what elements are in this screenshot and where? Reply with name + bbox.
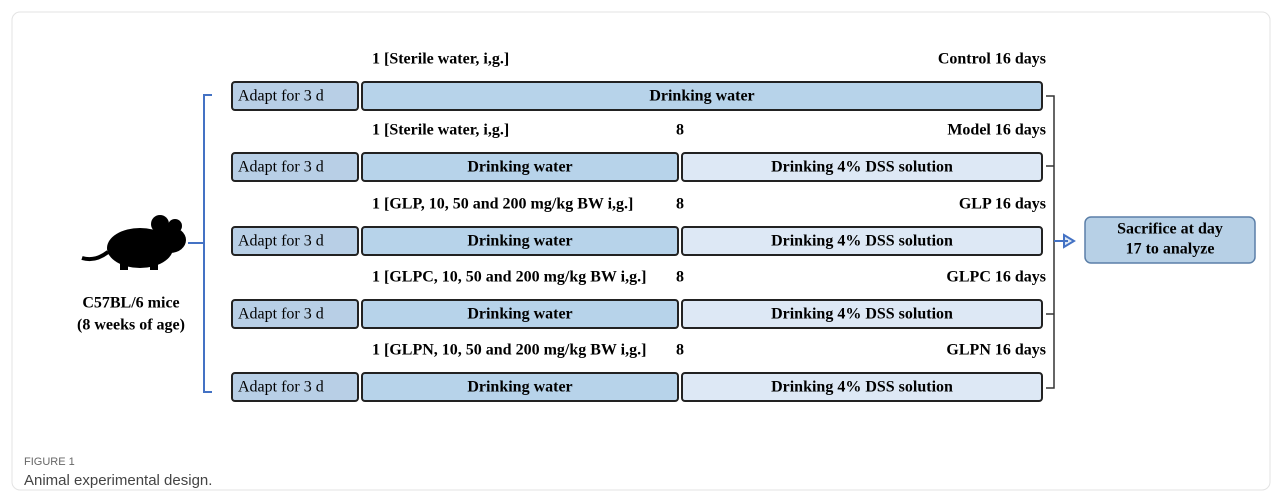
figure-frame [11,11,1271,491]
segment [361,299,679,329]
segment-label: Adapt for 3 d [238,159,324,176]
segment-label: Drinking water [467,233,572,250]
segment-label: Drinking water [649,88,754,105]
end-label: GLPC 16 days [946,269,1046,286]
outcome-label: 17 to analyze [1126,241,1215,258]
segment-label: Drinking 4% DSS solution [771,233,953,250]
segment [681,299,1043,329]
segment [361,372,679,402]
arrow [1054,233,1076,249]
day-marker: 8 [676,196,684,213]
segment-label: Drinking 4% DSS solution [771,379,953,396]
day-marker: 8 [676,122,684,139]
segment [681,226,1043,256]
start-label: 1 [GLPC, 10, 50 and 200 mg/kg BW i,g.] [372,269,646,286]
segment [681,372,1043,402]
segment [361,81,1043,111]
segment-label: Adapt for 3 d [238,306,324,323]
segment-label: Drinking water [467,379,572,396]
start-label: 1 [GLP, 10, 50 and 200 mg/kg BW i,g.] [372,196,633,213]
segment [231,372,359,402]
segment-label: Adapt for 3 d [238,379,324,396]
start-label: 1 [Sterile water, i,g.] [372,122,509,139]
segment-label: Drinking 4% DSS solution [771,306,953,323]
right-bracket [1046,95,1055,389]
start-label: 1 [GLPN, 10, 50 and 200 mg/kg BW i,g.] [372,342,646,359]
caption-text: Animal experimental design. [24,472,212,489]
end-label: Control 16 days [938,51,1046,68]
segment-label: Drinking water [467,159,572,176]
segment [231,299,359,329]
segment-label: Drinking 4% DSS solution [771,159,953,176]
end-label: GLP 16 days [959,196,1046,213]
subject-label: (8 weeks of age) [77,317,185,334]
segment [361,152,679,182]
day-marker: 8 [676,342,684,359]
segment [361,226,679,256]
end-label: GLPN 16 days [946,342,1046,359]
segment [681,152,1043,182]
subject-label: C57BL/6 mice [82,295,179,312]
segment-label: Adapt for 3 d [238,88,324,105]
segment-label: Adapt for 3 d [238,233,324,250]
caption-label: FIGURE 1 [24,456,75,468]
start-label: 1 [Sterile water, i,g.] [372,51,509,68]
end-label: Model 16 days [947,122,1046,139]
left-brace [188,94,212,393]
segment [231,226,359,256]
outcome-box [1084,216,1256,264]
mouse-icon [81,215,186,270]
day-marker: 8 [676,269,684,286]
segment-label: Drinking water [467,306,572,323]
outcome-label: Sacrifice at day [1117,221,1223,238]
segment [231,81,359,111]
segment [231,152,359,182]
